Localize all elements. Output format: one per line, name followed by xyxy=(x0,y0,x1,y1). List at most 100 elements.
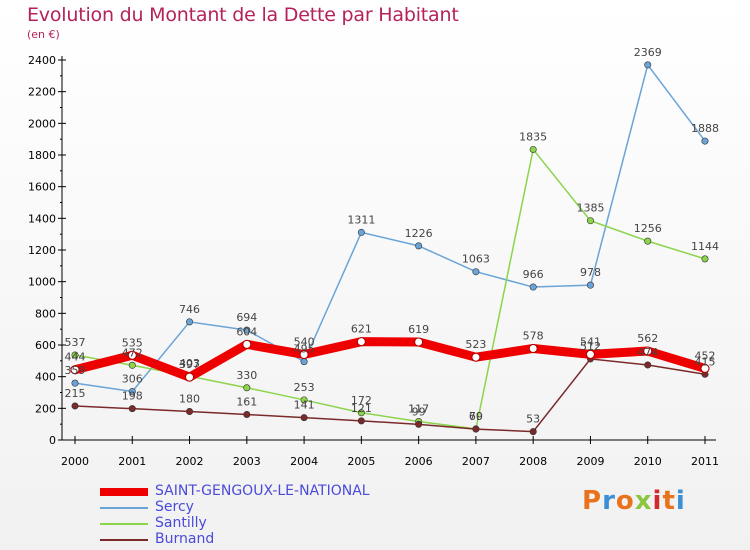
y-tick-label-1: 200 xyxy=(35,402,56,415)
legend-swatch-1 xyxy=(100,507,148,509)
data-label-0-4: 540 xyxy=(294,336,315,349)
y-tick-label-11: 2200 xyxy=(28,86,56,99)
series-point-0-5 xyxy=(356,337,366,347)
data-label-1-4: 495 xyxy=(294,343,315,356)
data-label-0-11: 452 xyxy=(695,349,716,362)
x-tick-label-7: 2007 xyxy=(462,455,490,468)
series-point-2-3 xyxy=(243,384,251,392)
y-tick-label-10: 2000 xyxy=(28,117,56,130)
data-label-3-3: 161 xyxy=(236,396,257,409)
data-label-0-3: 604 xyxy=(236,325,257,338)
logo-letter: i xyxy=(675,486,686,516)
series-line-3 xyxy=(74,358,706,433)
data-label-1-0: 359 xyxy=(65,364,86,377)
data-label-2-1: 472 xyxy=(122,346,143,359)
data-label-3-11: 415 xyxy=(695,355,716,368)
series-point-1-7 xyxy=(472,268,480,276)
logo-letter: o xyxy=(615,486,635,516)
series-point-3-1 xyxy=(128,405,136,413)
y-tick-label-6: 1200 xyxy=(28,244,56,257)
series-point-3-5 xyxy=(357,417,365,425)
legend-label-1: Sercy xyxy=(155,499,194,515)
legend-swatch-0 xyxy=(100,488,148,496)
chart-legend: SAINT-GENGOUX-LE-NATIONAL Sercy Santilly… xyxy=(100,483,460,548)
series-point-1-1 xyxy=(128,388,136,396)
y-tick-label-3: 600 xyxy=(35,339,56,352)
x-tick-label-11: 2011 xyxy=(691,455,719,468)
data-label-3-1: 198 xyxy=(122,390,143,403)
data-label-2-9: 1385 xyxy=(576,202,604,215)
data-label-1-8: 966 xyxy=(523,268,544,281)
chart-title: Evolution du Montant de la Dette par Hab… xyxy=(27,4,459,26)
legend-label-0: SAINT-GENGOUX-LE-NATIONAL xyxy=(155,483,370,499)
legend-item-2: Santilly xyxy=(100,515,460,532)
series-point-2-10 xyxy=(644,237,652,245)
series-point-3-8 xyxy=(529,428,537,436)
data-label-1-11: 1888 xyxy=(691,122,719,135)
data-label-1-7: 1063 xyxy=(462,253,490,266)
series-point-1-6 xyxy=(415,242,423,250)
series-point-0-7 xyxy=(471,352,481,362)
legend-label-2: Santilly xyxy=(155,515,207,531)
data-label-0-10: 562 xyxy=(637,332,658,345)
chart-unit: (en €) xyxy=(27,28,60,41)
legend-item-3: Burnand xyxy=(100,531,460,548)
data-label-3-9: 512 xyxy=(580,340,601,353)
chart-svg: 0 200 400 600 800 1000 1200 1400 1600 1800 2000 220… xyxy=(28,46,719,468)
data-label-1-5: 1311 xyxy=(347,213,375,226)
y-tick-label-12: 2400 xyxy=(28,54,56,67)
x-tick-label-10: 2010 xyxy=(634,455,662,468)
data-label-3-5: 121 xyxy=(351,402,372,415)
series-point-2-5 xyxy=(357,409,365,417)
data-label-2-0: 537 xyxy=(65,336,86,349)
data-label-1-1: 306 xyxy=(122,373,143,386)
data-label-1-10: 2369 xyxy=(634,46,662,59)
series-point-0-9 xyxy=(585,349,595,359)
logo-letter: r xyxy=(602,486,616,516)
series-line-0 xyxy=(70,337,710,382)
x-tick-label-3: 2003 xyxy=(233,455,261,468)
series-point-0-1 xyxy=(127,350,137,360)
series-point-3-3 xyxy=(243,411,251,419)
logo-letter: P xyxy=(582,486,603,516)
series-point-1-11 xyxy=(701,137,709,145)
data-label-0-5: 621 xyxy=(351,323,372,336)
data-label-2-2: 403 xyxy=(179,357,200,370)
series-point-2-9 xyxy=(586,217,594,225)
series-point-1-5 xyxy=(357,228,365,236)
data-label-2-8: 1835 xyxy=(519,130,547,143)
logo-letter: t xyxy=(662,486,676,516)
series-point-3-6 xyxy=(415,420,423,428)
series-point-0-6 xyxy=(414,337,424,347)
data-label-0-8: 578 xyxy=(523,329,544,342)
series-point-3-2 xyxy=(186,407,194,415)
x-tick-label-1: 2001 xyxy=(118,455,146,468)
data-label-1-2: 746 xyxy=(179,303,200,316)
proxiti-logo: Proxiti xyxy=(582,486,686,516)
data-label-1-9: 978 xyxy=(580,266,601,279)
x-tick-label-8: 2008 xyxy=(519,455,547,468)
series-point-3-7 xyxy=(472,425,480,433)
y-tick-label-9: 1800 xyxy=(28,149,56,162)
data-label-3-7: 69 xyxy=(469,410,483,423)
series-line-1 xyxy=(74,63,706,393)
data-label-2-4: 253 xyxy=(294,381,315,394)
y-tick-label-7: 1400 xyxy=(28,212,56,225)
series-point-2-8 xyxy=(529,145,537,153)
series-point-0-0 xyxy=(70,365,80,375)
logo-letter: i xyxy=(652,486,663,516)
legend-item-0: SAINT-GENGOUX-LE-NATIONAL xyxy=(100,483,460,500)
series-point-2-4 xyxy=(300,396,308,404)
series-point-1-2 xyxy=(186,318,194,326)
y-tick-label-5: 1000 xyxy=(28,276,56,289)
data-label-2-10: 1256 xyxy=(634,222,662,235)
series-point-0-8 xyxy=(528,343,538,353)
data-label-3-6: 99 xyxy=(412,405,426,418)
data-label-1-3: 694 xyxy=(236,311,257,324)
legend-label-3: Burnand xyxy=(155,531,215,547)
series-point-1-4 xyxy=(300,358,308,366)
data-label-3-8: 53 xyxy=(526,413,540,426)
series-point-0-10 xyxy=(643,346,653,356)
data-label-1-6: 1226 xyxy=(405,227,433,240)
